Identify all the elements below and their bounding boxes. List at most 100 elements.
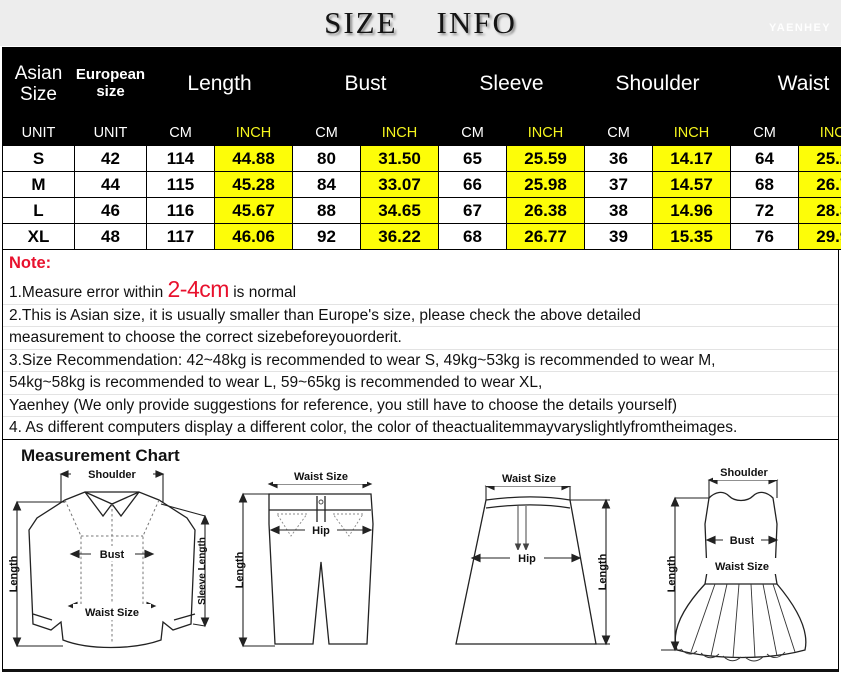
subheader-length-cm: CM	[146, 120, 215, 146]
cell-size: XL	[2, 223, 75, 250]
cell-bust-cm: 80	[292, 145, 362, 172]
cell-bust-inch: 33.07	[360, 171, 440, 198]
header-sleeve: Sleeve	[438, 47, 586, 121]
note-item-1-suffix: is normal	[228, 283, 297, 301]
dress-waist-label: Waist Size	[715, 561, 769, 573]
skirt-diagram: Waist Size Hip Length	[425, 440, 632, 669]
cell-waist-cm: 68	[730, 171, 800, 198]
cell-shoulder-inch: 14.17	[652, 145, 732, 172]
cell-size: M	[2, 171, 75, 198]
header-european-size: European size	[74, 47, 147, 121]
table-row: L 46 116 45.67 88 34.65 67 26.38 38 14.9…	[2, 197, 841, 224]
dress-bust-label: Bust	[730, 535, 755, 547]
cell-waist-cm: 64	[730, 145, 800, 172]
dress-diagram: Shoulder Bust Waist Size	[631, 440, 838, 669]
note-section: Note: 1.Measure error within 2-4cm is no…	[2, 250, 839, 440]
note-item-3-line-c: Yaenhey (We only provide suggestions for…	[3, 395, 838, 417]
skirt-illustration: Waist Size Hip Length	[455, 469, 611, 645]
cell-shoulder-cm: 39	[584, 223, 654, 250]
cell-sleeve-cm: 65	[438, 145, 508, 172]
cell-sleeve-inch: 26.77	[506, 223, 586, 250]
subheader-unit-asian: UNIT	[2, 120, 75, 146]
note-item-2-line-a: 2.This is Asian size, it is usually smal…	[3, 305, 838, 327]
subheader-sleeve-cm: CM	[438, 120, 508, 146]
subheader-waist-inch: INCH	[798, 120, 841, 146]
shirt-illustration: Shoulder Bust Waist Size	[8, 465, 210, 648]
subheader-bust-inch: INCH	[360, 120, 440, 146]
cell-length-cm: 117	[146, 223, 215, 250]
subheader-shoulder-cm: CM	[584, 120, 654, 146]
subheader-unit-eu: UNIT	[74, 120, 147, 146]
cell-sleeve-cm: 66	[438, 171, 508, 198]
cell-size: S	[2, 145, 75, 172]
brand-watermark: YAENHEY	[769, 22, 831, 34]
subheader-bust-cm: CM	[292, 120, 362, 146]
cell-bust-cm: 92	[292, 223, 362, 250]
note-item-1-accent: 2-4cm	[167, 275, 230, 302]
cell-sleeve-cm: 68	[438, 223, 508, 250]
cell-bust-inch: 36.22	[360, 223, 440, 250]
cell-size: L	[2, 197, 75, 224]
cell-waist-inch: 25.20	[798, 145, 841, 172]
pants-diagram: Waist Size Hip Length	[218, 440, 425, 669]
cell-waist-cm: 72	[730, 197, 800, 224]
diagram-row: Shoulder Bust Waist Size	[3, 440, 838, 669]
cell-sleeve-cm: 67	[438, 197, 508, 224]
shirt-shoulder-label: Shoulder	[88, 469, 136, 481]
size-table-container: Asian Size European size Length Bust Sle…	[0, 47, 841, 250]
pants-illustration: Waist Size Hip Length	[234, 467, 374, 647]
cell-waist-inch: 29.92	[798, 223, 841, 250]
pants-length-label: Length	[234, 551, 246, 588]
cell-length-cm: 116	[146, 197, 215, 224]
cell-bust-inch: 34.65	[360, 197, 440, 224]
cell-length-inch: 44.88	[213, 145, 294, 172]
skirt-hip-label: Hip	[518, 553, 536, 565]
page-banner: SIZE INFO YAENHEY	[0, 0, 841, 47]
note-item-3-line-b: 54kg~58kg is recommended to wear L, 59~6…	[3, 372, 838, 395]
table-row: XL 48 117 46.06 92 36.22 68 26.77 39 15.…	[2, 223, 841, 250]
cell-length-cm: 114	[146, 145, 215, 172]
cell-length-cm: 115	[146, 171, 215, 198]
header-asian-size: Asian Size	[2, 47, 75, 121]
skirt-length-label: Length	[597, 553, 609, 590]
note-item-1-prefix: 1.Measure error within	[9, 283, 168, 301]
cell-sleeve-inch: 25.98	[506, 171, 586, 198]
cell-sleeve-inch: 26.38	[506, 197, 586, 224]
shirt-sleeve-length-label: Sleeve Length	[197, 537, 208, 605]
cell-eu: 48	[74, 223, 147, 250]
shirt-waist-label: Waist Size	[85, 607, 139, 619]
cell-shoulder-cm: 36	[584, 145, 654, 172]
note-item-1: 1.Measure error within 2-4cm is normal	[3, 275, 838, 305]
subheader-waist-cm: CM	[730, 120, 800, 146]
measurement-chart-title: Measurement Chart	[21, 445, 180, 465]
table-row: M 44 115 45.28 84 33.07 66 25.98 37 14.5…	[2, 171, 841, 198]
subheader-shoulder-inch: INCH	[652, 120, 732, 146]
cell-waist-inch: 28.35	[798, 197, 841, 224]
measurement-chart-section: Measurement Chart	[2, 439, 839, 672]
cell-waist-inch: 26.77	[798, 171, 841, 198]
cell-shoulder-inch: 14.96	[652, 197, 732, 224]
header-bust: Bust	[292, 47, 440, 121]
skirt-waist-label: Waist Size	[502, 473, 556, 485]
size-table: Asian Size European size Length Bust Sle…	[2, 47, 841, 250]
cell-eu: 44	[74, 171, 147, 198]
note-item-4: 4. As different computers display a diff…	[9, 419, 738, 436]
cell-shoulder-inch: 14.57	[652, 171, 732, 198]
page-title: SIZE INFO	[324, 5, 517, 40]
cell-bust-inch: 31.50	[360, 145, 440, 172]
cell-eu: 46	[74, 197, 147, 224]
cell-length-inch: 45.28	[213, 171, 294, 198]
cell-shoulder-cm: 38	[584, 197, 654, 224]
cell-shoulder-inch: 15.35	[652, 223, 732, 250]
pants-hip-label: Hip	[312, 525, 330, 537]
subheader-length-inch: INCH	[213, 120, 294, 146]
cell-eu: 42	[74, 145, 147, 172]
note-heading: Note:	[9, 254, 52, 272]
note-item-2-line-b: measurement to choose the correct sizebe…	[3, 327, 838, 350]
cell-shoulder-cm: 37	[584, 171, 654, 198]
header-shoulder: Shoulder	[584, 47, 732, 121]
cell-bust-cm: 84	[292, 171, 362, 198]
dress-illustration: Shoulder Bust Waist Size	[661, 463, 807, 661]
table-header-row: Asian Size European size Length Bust Sle…	[2, 47, 841, 121]
